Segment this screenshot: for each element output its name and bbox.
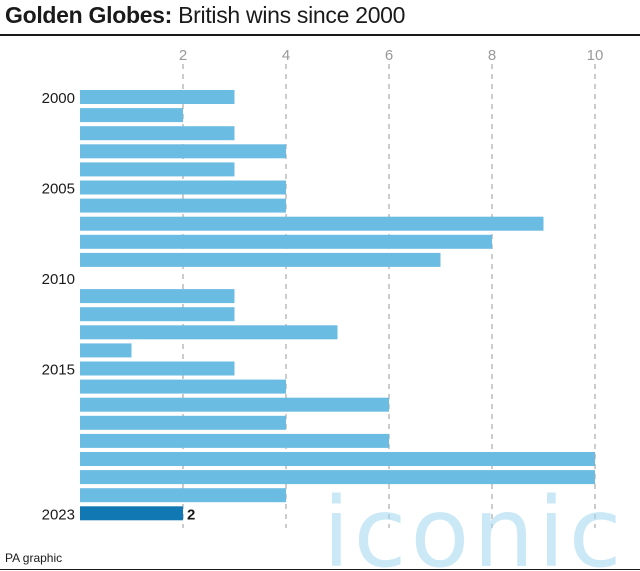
- y-tick-label: 2005: [42, 181, 75, 198]
- bar: [80, 162, 235, 177]
- bar: [80, 234, 492, 249]
- y-tick-label: 2000: [42, 90, 75, 107]
- x-tick-label: 6: [385, 47, 393, 64]
- bar: [80, 108, 183, 123]
- x-tick-label: 10: [587, 47, 604, 64]
- data-label: 2: [187, 506, 195, 523]
- y-tick-label: 2023: [42, 506, 75, 523]
- bar: [80, 488, 286, 503]
- bar: [80, 470, 595, 485]
- bar: [80, 325, 338, 340]
- bar: [80, 144, 286, 159]
- bar: [80, 252, 441, 267]
- bar: [80, 307, 235, 322]
- bar: [80, 397, 389, 412]
- bar: [80, 433, 389, 448]
- bar: [80, 415, 286, 430]
- source-credit: PA graphic: [5, 551, 63, 565]
- bar: [80, 180, 286, 195]
- y-tick-label: 2010: [42, 271, 75, 288]
- bar: [80, 452, 595, 466]
- bar: [80, 379, 286, 394]
- bar: [80, 126, 235, 141]
- chart-title-bold: Golden Globes:: [5, 2, 173, 28]
- bar: [80, 216, 544, 231]
- chart-title-rest: British wins since 2000: [172, 2, 406, 28]
- title-rule: [0, 34, 640, 36]
- x-tick-label: 2: [179, 47, 187, 64]
- y-tick-label: 2015: [42, 362, 75, 379]
- bar: [80, 506, 183, 521]
- bar: [80, 90, 235, 104]
- footer-rule: [0, 569, 640, 570]
- bar: [80, 198, 286, 213]
- watermark-logo: iconic: [323, 477, 625, 571]
- bar: [80, 343, 132, 358]
- chart-title: Golden Globes: British wins since 2000: [5, 2, 405, 29]
- bar: [80, 289, 235, 304]
- x-tick-label: 4: [282, 47, 290, 64]
- x-tick-label: 8: [488, 47, 496, 64]
- bar: [80, 361, 235, 376]
